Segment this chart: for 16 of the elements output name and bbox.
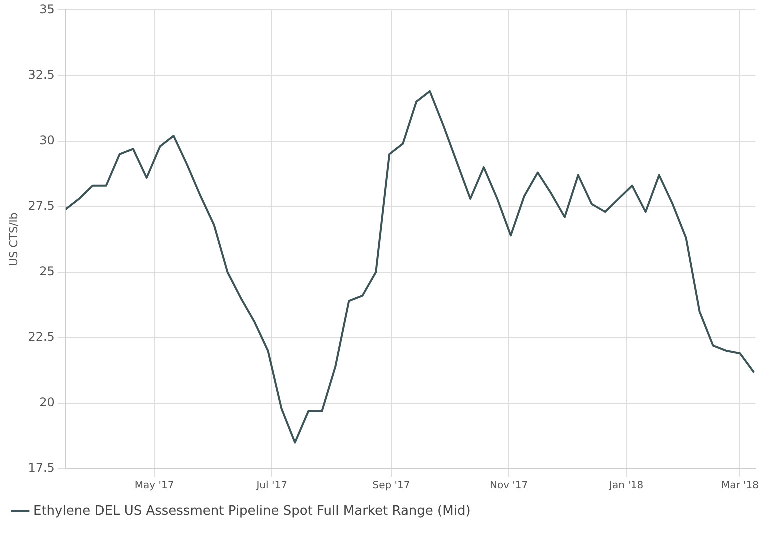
x-tick-label: Nov '17 (490, 480, 528, 492)
x-tick-label: Jan '18 (608, 480, 644, 492)
x-tick-label: Mar '18 (721, 480, 760, 492)
x-tick-label: May '17 (134, 480, 174, 492)
x-tick-label: Sep '17 (372, 480, 410, 492)
y-axis-title: US CTS/lb (7, 212, 20, 266)
y-tick-label: 35 (40, 2, 55, 16)
x-tick-label: Jul '17 (256, 480, 288, 492)
y-tick-label: 22.5 (28, 330, 55, 344)
y-tick-label: 32.5 (28, 68, 55, 82)
y-tick-label: 20 (40, 396, 55, 410)
y-tick-label: 30 (40, 133, 55, 148)
y-tick-label: 25 (40, 264, 55, 278)
legend-label: Ethylene DEL US Assessment Pipeline Spot Full Market Range (Mid) (34, 504, 471, 519)
y-tick-label: 27.5 (28, 198, 55, 213)
y-tick-label: 17.5 (28, 461, 55, 476)
